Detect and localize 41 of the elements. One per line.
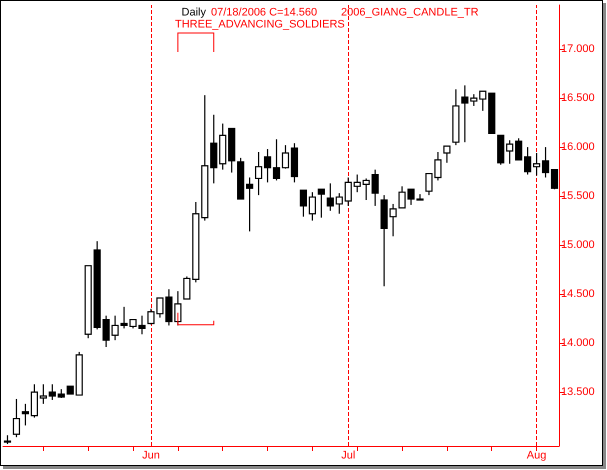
chart-subtitle: 07/18/2006 C=14.560 [211,6,318,18]
y-tick-label: 17.000 [561,43,595,56]
candlestick [550,169,558,190]
candlestick [30,384,38,418]
candlestick [308,192,316,222]
candlestick [138,315,146,335]
candlestick [318,188,325,218]
candlestick [272,138,280,182]
y-tick-label: 16.500 [561,92,595,104]
candlestick [147,308,155,326]
candlestick [407,188,415,206]
candlestick [443,146,451,164]
candlestick [246,176,254,232]
annotation: 2006_GIANG_CANDLE_TR [341,6,479,18]
y-tick-label: 14.000 [561,337,595,350]
candlestick [282,144,290,170]
x-tick-label: Jul [341,450,356,462]
candlestick [111,315,119,341]
y-tick-label: 15.000 [561,239,595,252]
candlestick [156,297,164,318]
candlestick [425,172,433,196]
y-tick-label: 15.500 [561,190,595,202]
candlestick [398,186,406,208]
x-tick-label: Jun [142,450,160,462]
candlestick [254,151,262,196]
y-tick-label: 16.000 [561,141,595,154]
y-tick-label: 13.500 [561,386,595,398]
candlestick [120,306,128,329]
candlestick [300,190,308,218]
candlestick [264,148,272,183]
candlestick [12,398,20,438]
y-tick-label: 14.500 [561,288,595,300]
candlestick [22,403,30,426]
chart-title: Daily [182,6,206,18]
candlestick [524,146,532,176]
x-tick-label: Aug [526,450,546,462]
candlestick [542,146,550,178]
candlestick [532,152,540,176]
candlestick [389,203,397,237]
candlestick [434,151,442,182]
annotation: THREE_ADVANCING_SOLDIERS [175,18,345,30]
